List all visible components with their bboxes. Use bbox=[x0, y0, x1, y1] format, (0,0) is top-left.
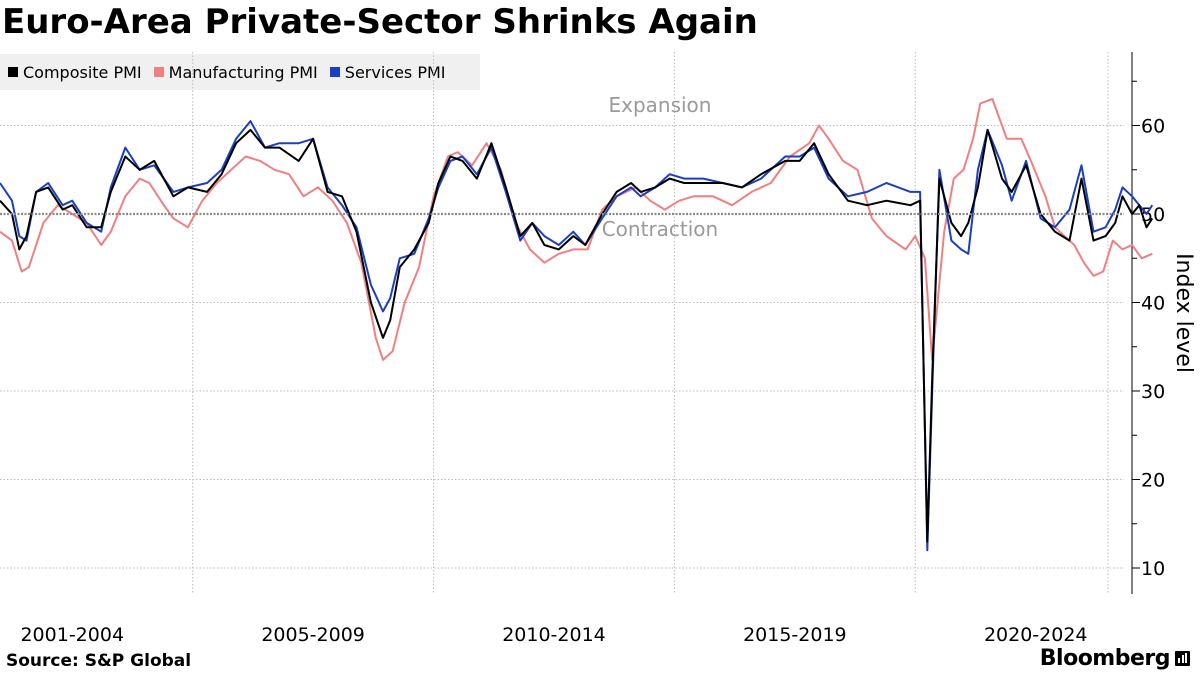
bloomberg-logo: Bloomberg bbox=[1040, 646, 1190, 671]
y-tick-label: 30 bbox=[1141, 381, 1165, 403]
y-tick-label: 60 bbox=[1141, 116, 1165, 138]
legend-label-manufacturing: Manufacturing PMI bbox=[168, 62, 318, 82]
y-axis-title: Index level bbox=[1171, 253, 1196, 373]
source-note: Source: S&P Global bbox=[6, 651, 192, 671]
x-tick-label: 2020-2024 bbox=[984, 624, 1088, 646]
series-line-composite bbox=[0, 128, 1154, 543]
chart-legend: Composite PMI Manufacturing PMI Services… bbox=[0, 54, 480, 90]
y-tick-label: 40 bbox=[1141, 293, 1165, 315]
x-tick-label: 2015-2019 bbox=[743, 624, 847, 646]
y-tick-label: 50 bbox=[1141, 204, 1165, 226]
bloomberg-terminal-icon bbox=[1175, 651, 1190, 666]
legend-item-composite: Composite PMI bbox=[8, 63, 142, 82]
series-line-manufacturing bbox=[0, 98, 1153, 361]
bloomberg-wordmark: Bloomberg bbox=[1039, 646, 1171, 671]
chart-title: Euro-Area Private-Sector Shrinks Again bbox=[2, 2, 758, 42]
x-tick-label: 2010-2014 bbox=[502, 624, 606, 646]
legend-swatch-composite bbox=[8, 67, 18, 77]
annotation-label: Contraction bbox=[602, 217, 719, 241]
legend-swatch-manufacturing bbox=[153, 67, 164, 77]
y-tick-label: 10 bbox=[1141, 558, 1165, 580]
series-line-services bbox=[0, 120, 1154, 552]
legend-item-services: Services PMI bbox=[329, 62, 446, 82]
legend-item-manufacturing: Manufacturing PMI bbox=[153, 62, 318, 82]
x-tick-label: 2001-2004 bbox=[20, 624, 124, 646]
x-tick-label: 2005-2009 bbox=[261, 624, 365, 646]
y-tick-label: 20 bbox=[1141, 470, 1165, 492]
legend-label-services: Services PMI bbox=[344, 62, 446, 82]
legend-label-composite: Composite PMI bbox=[23, 62, 142, 82]
annotation-label: Expansion bbox=[608, 93, 711, 117]
legend-swatch-services bbox=[329, 67, 340, 77]
